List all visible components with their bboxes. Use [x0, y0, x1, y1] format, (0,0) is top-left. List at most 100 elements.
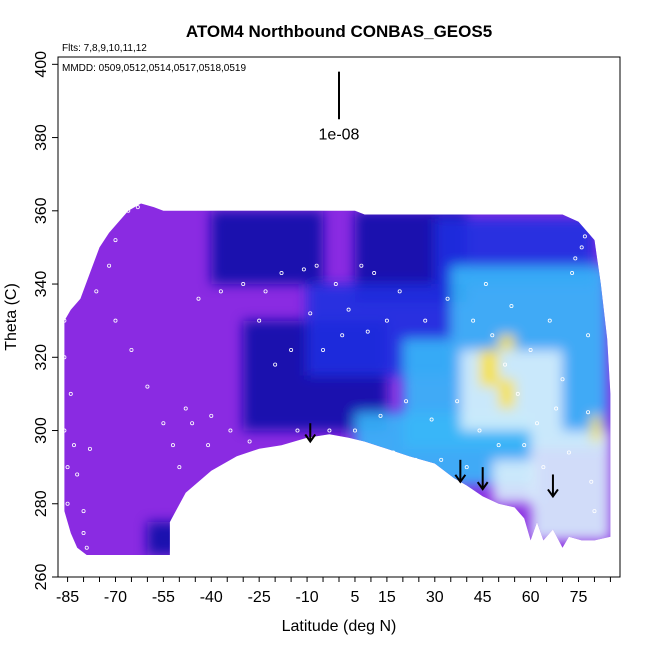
sample-point [352, 428, 357, 433]
sample-point [541, 465, 546, 470]
heatmap-cell-yellow [498, 379, 515, 409]
y-tick-label: 360 [33, 197, 50, 224]
sample-point [554, 406, 559, 411]
sample-point [340, 333, 345, 338]
x-tick-label: 5 [351, 589, 360, 606]
sample-point [113, 318, 118, 323]
heatmap-cell-dark_blue [211, 210, 324, 285]
sample-point [589, 479, 594, 484]
x-tick-label: 45 [474, 589, 492, 606]
sample-point [177, 465, 182, 470]
sample-point [455, 399, 460, 404]
sample-points [62, 205, 597, 550]
sample-point [321, 347, 326, 352]
sample-point [190, 421, 195, 426]
heatmap-layer [64, 203, 611, 555]
flights-annotation: Flts: 7,8,9,10,11,12 [62, 43, 147, 54]
sample-point [62, 428, 67, 433]
sample-point [471, 318, 476, 323]
sample-point [515, 391, 520, 396]
sample-point [413, 457, 418, 462]
sample-point [75, 472, 80, 477]
sample-point [301, 267, 306, 272]
sample-point [534, 421, 539, 426]
x-tick-label: -85 [56, 589, 79, 606]
y-axis-label: Theta (C) [3, 283, 20, 351]
y-tick-label: 260 [33, 564, 50, 591]
arrow-marker [304, 423, 317, 444]
chart-title: ATOM4 Northbound CONBAS_GEOS5 [186, 22, 492, 41]
heatmap-cell-yellow [479, 349, 499, 387]
y-tick-label: 340 [33, 271, 50, 298]
sample-point [483, 282, 488, 287]
sample-point [126, 208, 131, 213]
sample-point [129, 347, 134, 352]
sample-point [333, 282, 338, 287]
sample-point [404, 399, 409, 404]
x-tick-label: 30 [426, 589, 444, 606]
y-tick-label: 300 [33, 417, 50, 444]
x-tick-label: -40 [200, 589, 223, 606]
sample-point [62, 520, 67, 525]
sample-point [509, 304, 514, 309]
sample-point [161, 421, 166, 426]
sample-point [62, 355, 67, 360]
sample-point [62, 318, 67, 323]
sample-point [397, 289, 402, 294]
sample-point [586, 410, 591, 415]
scale-bar-label: 1e-08 [319, 126, 360, 143]
sample-point [573, 256, 578, 261]
sample-point [496, 443, 501, 448]
y-tick-label: 400 [33, 51, 50, 78]
sample-point [279, 271, 284, 276]
sample-point [65, 501, 70, 506]
sample-point [429, 417, 434, 422]
sample-point [378, 413, 383, 418]
sample-point [391, 450, 396, 455]
heatmap-cell-sky [450, 265, 608, 339]
sample-point [359, 263, 364, 268]
sample-point [81, 509, 86, 514]
sample-point [145, 384, 150, 389]
sample-point [327, 428, 332, 433]
sample-point [522, 443, 527, 448]
sample-point [81, 531, 86, 536]
heatmap-cell-yellow [591, 415, 601, 442]
sample-point [570, 271, 575, 276]
x-tick-label: 60 [522, 589, 540, 606]
x-tick-label: -25 [248, 589, 271, 606]
sample-point [439, 457, 444, 462]
y-axis: 260 280 300 320 340 360 380 400 [33, 51, 58, 590]
sample-point [289, 347, 294, 352]
sample-point [308, 311, 313, 316]
sample-point [68, 391, 73, 396]
sample-point [579, 245, 584, 250]
sample-point [228, 428, 233, 433]
sample-point [566, 450, 571, 455]
heatmap-cell-light [530, 430, 611, 541]
heatmap-cell-light [492, 459, 537, 504]
sample-point [263, 289, 268, 294]
sample-point [423, 318, 428, 323]
sample-point [107, 263, 112, 268]
sample-point [71, 443, 76, 448]
dates-annotation: MMDD: 0509,0512,0514,0517,0518,0519 [62, 63, 246, 74]
arrow-marker [454, 459, 467, 484]
sample-point [257, 318, 262, 323]
sample-point [206, 443, 211, 448]
arrow-marker [547, 474, 559, 499]
sample-point [273, 362, 278, 367]
sample-point [528, 347, 533, 352]
sample-point [582, 234, 587, 239]
x-tick-label: -55 [152, 589, 175, 606]
sample-point [592, 509, 597, 514]
arrow-marker [476, 467, 489, 491]
sample-point [247, 439, 252, 444]
x-tick-label: 15 [378, 589, 396, 606]
sample-point [314, 263, 319, 268]
sample-point [218, 289, 223, 294]
x-tick-label: 75 [570, 589, 588, 606]
sample-point [464, 465, 469, 470]
sample-point [241, 282, 246, 287]
